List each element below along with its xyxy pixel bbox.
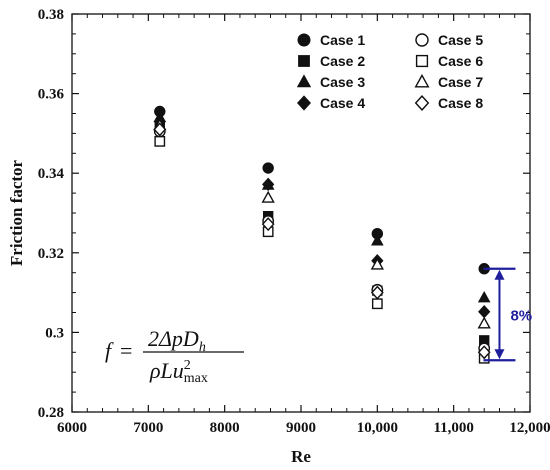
legend-label: Case 5 bbox=[438, 32, 483, 48]
x-tick-label: 10,000 bbox=[357, 420, 398, 436]
formula-numerator-sub: h bbox=[199, 340, 206, 355]
friction-factor-formula: f = 2ΔpDh ρLu2 max bbox=[105, 326, 244, 386]
legend-marker-case-1 bbox=[297, 33, 311, 47]
data-point-case-3 bbox=[477, 291, 491, 303]
legend: Case 1 Case 2 Case 3 Case 4 Case 5 Case 6 Case… bbox=[296, 32, 483, 111]
data-point-case-7 bbox=[261, 190, 275, 203]
legend-label: Case 8 bbox=[438, 95, 483, 111]
y-tick-label: 0.36 bbox=[38, 87, 65, 103]
formula-denominator-sub: max bbox=[184, 371, 208, 386]
data-point-case-8 bbox=[153, 122, 167, 137]
data-point-case-6 bbox=[371, 298, 383, 310]
annotation-arrowhead-down bbox=[494, 349, 505, 360]
data-point-case-1 bbox=[262, 162, 274, 174]
x-tick-label: 7000 bbox=[133, 420, 163, 436]
y-tick-label: 0.34 bbox=[38, 166, 65, 182]
formula-equals: = bbox=[120, 338, 132, 363]
legend-marker-case-5 bbox=[415, 33, 429, 47]
legend-label: Case 1 bbox=[320, 32, 365, 48]
data-point-case-4 bbox=[262, 177, 275, 192]
y-axis-title: Friction factor bbox=[7, 159, 26, 266]
legend-marker-case-4 bbox=[297, 95, 311, 111]
data-point-case-7 bbox=[370, 257, 384, 270]
formula-denominator-sup: 2 bbox=[184, 358, 191, 373]
data-point-case-8 bbox=[261, 217, 275, 232]
data-point-case-6 bbox=[154, 135, 166, 147]
y-tick-label: 0.38 bbox=[38, 7, 64, 23]
legend-marker-case-3 bbox=[296, 74, 312, 88]
y-tick-label: 0.28 bbox=[38, 405, 64, 421]
x-tick-label: 6000 bbox=[57, 420, 87, 436]
legend-label: Case 4 bbox=[320, 95, 365, 111]
legend-marker-case-7 bbox=[414, 73, 430, 88]
y-tick-label: 0.3 bbox=[45, 325, 64, 341]
legend-label: Case 2 bbox=[320, 53, 365, 69]
legend-marker-case-8 bbox=[414, 95, 430, 111]
data-point-case-4 bbox=[478, 304, 491, 319]
annotation-arrowhead-up bbox=[494, 269, 505, 280]
legend-marker-case-2 bbox=[298, 55, 310, 67]
formula-lhs: f bbox=[105, 338, 114, 363]
data-point-case-8 bbox=[370, 285, 384, 300]
legend-label: Case 7 bbox=[438, 74, 483, 90]
annotation-label: 8% bbox=[510, 307, 532, 324]
x-tick-label: 11,000 bbox=[433, 420, 473, 436]
plot-area: 6000 7000 8000 9000 10,000 11,000 12,000 0.28 0.… bbox=[7, 7, 550, 466]
x-tick-label: 8000 bbox=[210, 420, 240, 436]
legend-label: Case 6 bbox=[438, 53, 483, 69]
data-point-case-3 bbox=[371, 234, 384, 246]
x-tick-label: 9000 bbox=[286, 420, 316, 436]
x-axis-title: Re bbox=[291, 447, 311, 466]
formula-numerator-main: 2ΔpD bbox=[148, 326, 199, 351]
data-point-case-7 bbox=[477, 316, 491, 329]
formula-denominator-main: ρLu bbox=[149, 358, 184, 383]
formula-numerator: 2ΔpDh bbox=[148, 326, 206, 355]
legend-marker-case-6 bbox=[415, 54, 429, 68]
y-tick-label: 0.32 bbox=[38, 246, 64, 262]
legend-label: Case 3 bbox=[320, 74, 365, 90]
formula-denominator: ρLu2 max bbox=[149, 358, 208, 386]
x-tick-label: 12,000 bbox=[509, 420, 550, 436]
data-point-case-8 bbox=[477, 345, 491, 360]
